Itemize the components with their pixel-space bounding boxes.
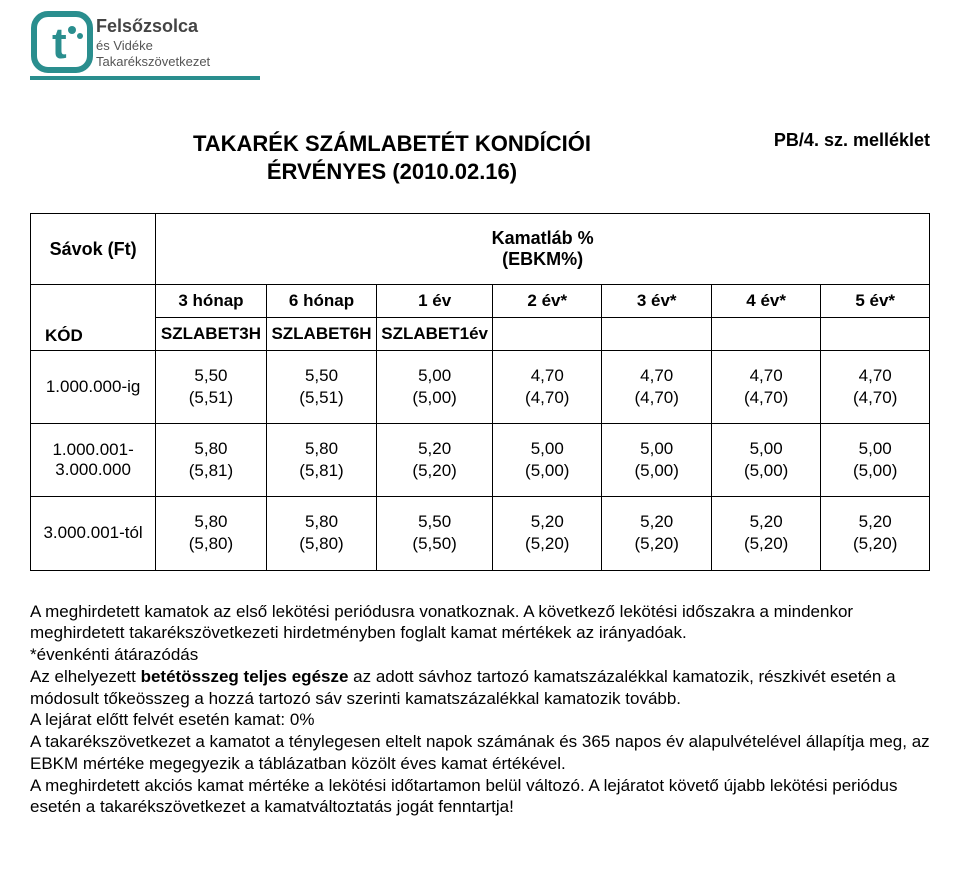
cell-0-5: 4,70(4,70): [711, 351, 820, 424]
note-1: A meghirdetett kamatok az első lekötési …: [30, 601, 930, 645]
code-2: SZLABET1év: [377, 318, 493, 351]
code-3: [493, 318, 602, 351]
note-5: A takarékszövetkezet a kamatot a tényleg…: [30, 731, 930, 775]
note-6: A meghirdetett akciós kamat mértéke a le…: [30, 775, 930, 819]
period-6: 5 év*: [821, 285, 930, 318]
logo-line3: Takarékszövetkezet: [96, 54, 211, 69]
cell-0-2: 5,00(5,00): [377, 351, 493, 424]
cell-1-4: 5,00(5,00): [602, 424, 711, 497]
cell-1-2: 5,20(5,20): [377, 424, 493, 497]
cell-1-0: 5,80(5,81): [156, 424, 267, 497]
period-2: 1 év: [377, 285, 493, 318]
cell-0-4: 4,70(4,70): [602, 351, 711, 424]
code-6: [821, 318, 930, 351]
notes: A meghirdetett kamatok az első lekötési …: [30, 601, 930, 819]
period-4: 3 év*: [602, 285, 711, 318]
range-2: 3.000.001-tól: [31, 497, 156, 570]
period-5: 4 év*: [711, 285, 820, 318]
cell-1-3: 5,00(5,00): [493, 424, 602, 497]
cell-0-6: 4,70(4,70): [821, 351, 930, 424]
period-3: 2 év*: [493, 285, 602, 318]
period-1: 6 hónap: [266, 285, 377, 318]
table-row: 3.000.001-tól 5,80(5,80) 5,80(5,80) 5,50…: [31, 497, 930, 570]
note-4: A lejárat előtt felvét esetén kamat: 0%: [30, 709, 930, 731]
cell-0-3: 4,70(4,70): [493, 351, 602, 424]
cell-2-6: 5,20(5,20): [821, 497, 930, 570]
header-row: TAKARÉK SZÁMLABETÉT KONDÍCIÓI ÉRVÉNYES (…: [30, 130, 930, 185]
title: TAKARÉK SZÁMLABETÉT KONDÍCIÓI ÉRVÉNYES (…: [30, 130, 754, 185]
table-row: 1.000.001- 3.000.000 5,80(5,81) 5,80(5,8…: [31, 424, 930, 497]
range-0: 1.000.000-ig: [31, 351, 156, 424]
code-5: [711, 318, 820, 351]
cell-2-0: 5,80(5,80): [156, 497, 267, 570]
annex-label: PB/4. sz. melléklet: [774, 130, 930, 151]
cell-2-3: 5,20(5,20): [493, 497, 602, 570]
cell-0-1: 5,50(5,51): [266, 351, 377, 424]
kamat-header: Kamatláb % (EBKM%): [156, 214, 930, 285]
cell-1-6: 5,00(5,00): [821, 424, 930, 497]
table-row: 1.000.000-ig 5,50(5,51) 5,50(5,51) 5,00(…: [31, 351, 930, 424]
period-row: KÓD 3 hónap 6 hónap 1 év 2 év* 3 év* 4 é…: [31, 285, 930, 318]
logo-line2: és Vidéke: [96, 38, 153, 53]
cell-2-5: 5,20(5,20): [711, 497, 820, 570]
code-0: SZLABET3H: [156, 318, 267, 351]
cell-1-5: 5,00(5,00): [711, 424, 820, 497]
note-3: Az elhelyezett betétösszeg teljes egésze…: [30, 666, 930, 710]
title-line1: TAKARÉK SZÁMLABETÉT KONDÍCIÓI: [30, 130, 754, 158]
logo-svg: t Felsőzsolca és Vidéke Takarékszövetkez…: [30, 10, 260, 90]
cell-2-4: 5,20(5,20): [602, 497, 711, 570]
cell-1-1: 5,80(5,81): [266, 424, 377, 497]
note-2: *évenkénti átárazódás: [30, 644, 930, 666]
svg-text:t: t: [52, 19, 67, 68]
rate-table: Sávok (Ft) Kamatláb % (EBKM%) KÓD 3 hóna…: [30, 213, 930, 571]
code-4: [602, 318, 711, 351]
cell-2-2: 5,50(5,50): [377, 497, 493, 570]
code-row: SZLABET3H SZLABET6H SZLABET1év: [31, 318, 930, 351]
logo: t Felsőzsolca és Vidéke Takarékszövetkez…: [30, 0, 930, 90]
logo-line1: Felsőzsolca: [96, 16, 199, 36]
code-1: SZLABET6H: [266, 318, 377, 351]
cell-0-0: 5,50(5,51): [156, 351, 267, 424]
cell-2-1: 5,80(5,80): [266, 497, 377, 570]
kod-header: KÓD: [31, 285, 156, 351]
range-1: 1.000.001- 3.000.000: [31, 424, 156, 497]
page: t Felsőzsolca és Vidéke Takarékszövetkez…: [0, 0, 960, 879]
title-line2: ÉRVÉNYES (2010.02.16): [30, 158, 754, 186]
savok-header: Sávok (Ft): [31, 214, 156, 285]
period-0: 3 hónap: [156, 285, 267, 318]
